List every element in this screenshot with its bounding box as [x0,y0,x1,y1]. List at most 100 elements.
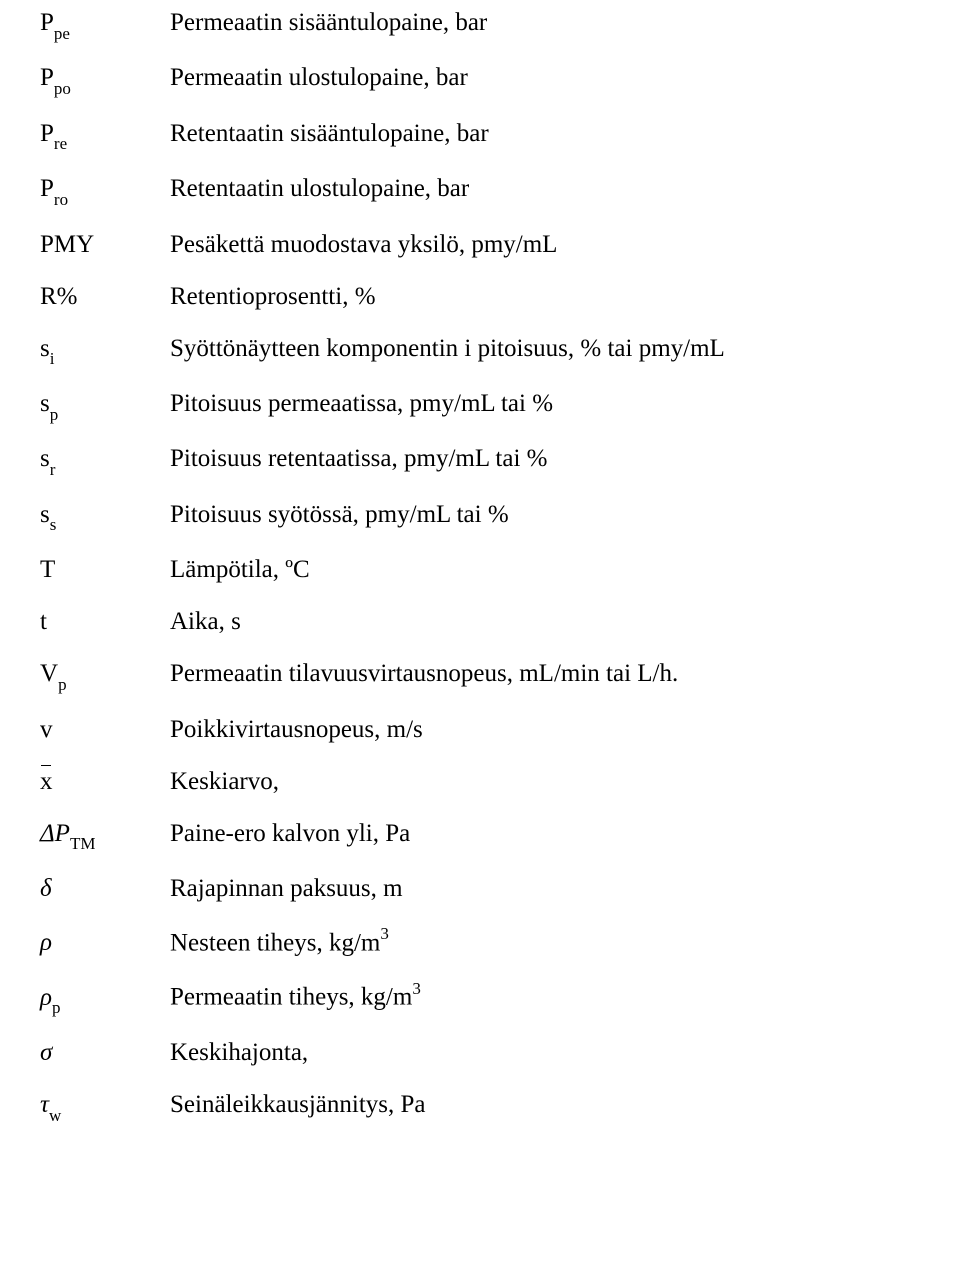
description-text: Pesäkettä muodostava yksilö, pmy/mL [170,231,557,258]
symbol: t [40,607,170,637]
description: Paine-ero kalvon yli, Pa [170,819,920,849]
definition-row: srPitoisuus retentaatissa, pmy/mL tai % [40,444,920,477]
symbol-main: s [40,390,50,417]
definition-row: R% Retentioprosentti, % [40,282,920,312]
description-text: Rajapinnan paksuus, m [170,875,403,902]
description-text: Nesteen tiheys, kg/m [170,929,380,956]
symbol-subscript: p [58,675,67,694]
symbol: ss [40,500,170,533]
symbol-main: V [40,660,58,687]
description-text: Retentioprosentti, % [170,283,376,310]
description-text: Pitoisuus permeaatissa, pmy/mL tai % [170,390,553,417]
symbol: PMY [40,230,170,260]
description: Pitoisuus permeaatissa, pmy/mL tai % [170,389,920,419]
description: Permeaatin tiheys, kg/m3 [170,980,920,1012]
description-text: Permeaatin tilavuusvirtausnopeus, mL/min… [170,660,678,687]
symbol-main: s [40,335,50,362]
description-superscript: 3 [412,979,421,998]
symbol-main: ρ [40,984,52,1011]
definition-row: spPitoisuus permeaatissa, pmy/mL tai % [40,389,920,422]
symbol-main: R% [40,283,78,310]
symbol-subscript: TM [70,834,96,853]
description: Poikkivirtausnopeus, m/s [170,715,920,745]
symbol-subscript: s [50,515,57,534]
symbol: ρp [40,983,170,1016]
description-text: Aika, s [170,608,241,635]
description: Nesteen tiheys, kg/m3 [170,926,920,958]
symbol: Ppe [40,8,170,41]
description-text: Lämpötila, ºC [170,556,310,583]
symbol: σ [40,1038,170,1068]
symbol-subscript: i [50,349,55,368]
symbol-main: t [40,608,47,635]
definition-row: PpePermeaatin sisääntulopaine, bar [40,8,920,41]
description-text: Permeaatin sisääntulopaine, bar [170,9,487,36]
symbol: δ [40,874,170,904]
symbol-subscript: p [52,998,61,1017]
definition-row: x Keskiarvo, [40,767,920,797]
description: Pitoisuus syötössä, pmy/mL tai % [170,500,920,530]
symbol: ρ [40,928,170,958]
symbol-main: PMY [40,231,94,258]
definition-list: PpePermeaatin sisääntulopaine, barPpoPer… [40,8,920,1123]
description-text: Pitoisuus retentaatissa, pmy/mL tai % [170,445,548,472]
description-text: Keskihajonta, [170,1039,308,1066]
definition-row: ssPitoisuus syötössä, pmy/mL tai % [40,500,920,533]
symbol: sp [40,389,170,422]
description: Retentaatin sisääntulopaine, bar [170,119,920,149]
description-text: Pitoisuus syötössä, pmy/mL tai % [170,501,509,528]
description: Pitoisuus retentaatissa, pmy/mL tai % [170,444,920,474]
definition-row: ρ Nesteen tiheys, kg/m3 [40,926,920,958]
symbol-main: P [40,9,54,36]
symbol-main: T [40,556,55,583]
symbol: R% [40,282,170,312]
symbol-main: τ [40,1091,49,1118]
symbol-main: s [40,445,50,472]
description: Retentioprosentti, % [170,282,920,312]
definition-row: VpPermeaatin tilavuusvirtausnopeus, mL/m… [40,659,920,692]
definition-row: vPoikkivirtausnopeus, m/s [40,715,920,745]
description-text: Permeaatin ulostulopaine, bar [170,64,468,91]
symbol: si [40,334,170,367]
symbol-main: ΔP [40,820,70,847]
symbol-subscript: pe [54,24,70,43]
symbol-main: x [40,767,53,797]
description: Aika, s [170,607,920,637]
description-text: Retentaatin sisääntulopaine, bar [170,120,489,147]
description: Permeaatin tilavuusvirtausnopeus, mL/min… [170,659,920,689]
symbol-main: δ [40,875,52,902]
definition-row: τwSeinäleikkausjännitys, Pa [40,1090,920,1123]
symbol-main: σ [40,1039,52,1066]
description: Seinäleikkausjännitys, Pa [170,1090,920,1120]
description-text: Paine-ero kalvon yli, Pa [170,820,410,847]
definition-row: σ Keskihajonta, [40,1038,920,1068]
definition-row: PreRetentaatin sisääntulopaine, bar [40,119,920,152]
description: Keskiarvo, [170,767,920,797]
definition-row: t Aika, s [40,607,920,637]
description-text: Poikkivirtausnopeus, m/s [170,716,423,743]
symbol-subscript: po [54,79,71,98]
symbol: Vp [40,659,170,692]
definition-row: siSyöttönäytteen komponentin i pitoisuus… [40,334,920,367]
description: Retentaatin ulostulopaine, bar [170,174,920,204]
symbol: τw [40,1090,170,1123]
symbol-main: ρ [40,929,52,956]
symbol-main: s [40,501,50,528]
symbol: Pro [40,174,170,207]
description: Rajapinnan paksuus, m [170,874,920,904]
symbol: x [40,767,170,797]
description-text: Seinäleikkausjännitys, Pa [170,1091,426,1118]
symbol-subscript: ro [54,190,68,209]
description-text: Permeaatin tiheys, kg/m [170,984,412,1011]
symbol: Pre [40,119,170,152]
description-text: Retentaatin ulostulopaine, bar [170,175,469,202]
symbol-subscript: w [49,1106,61,1125]
description: Syöttönäytteen komponentin i pitoisuus, … [170,334,920,364]
symbol-subscript: p [50,405,59,424]
description: Permeaatin ulostulopaine, bar [170,63,920,93]
definition-row: PMY Pesäkettä muodostava yksilö, pmy/mL [40,230,920,260]
definition-row: ΔPTM Paine-ero kalvon yli, Pa [40,819,920,852]
symbol: T [40,555,170,585]
definition-row: T Lämpötila, ºC [40,555,920,585]
symbol-main: P [40,175,54,202]
